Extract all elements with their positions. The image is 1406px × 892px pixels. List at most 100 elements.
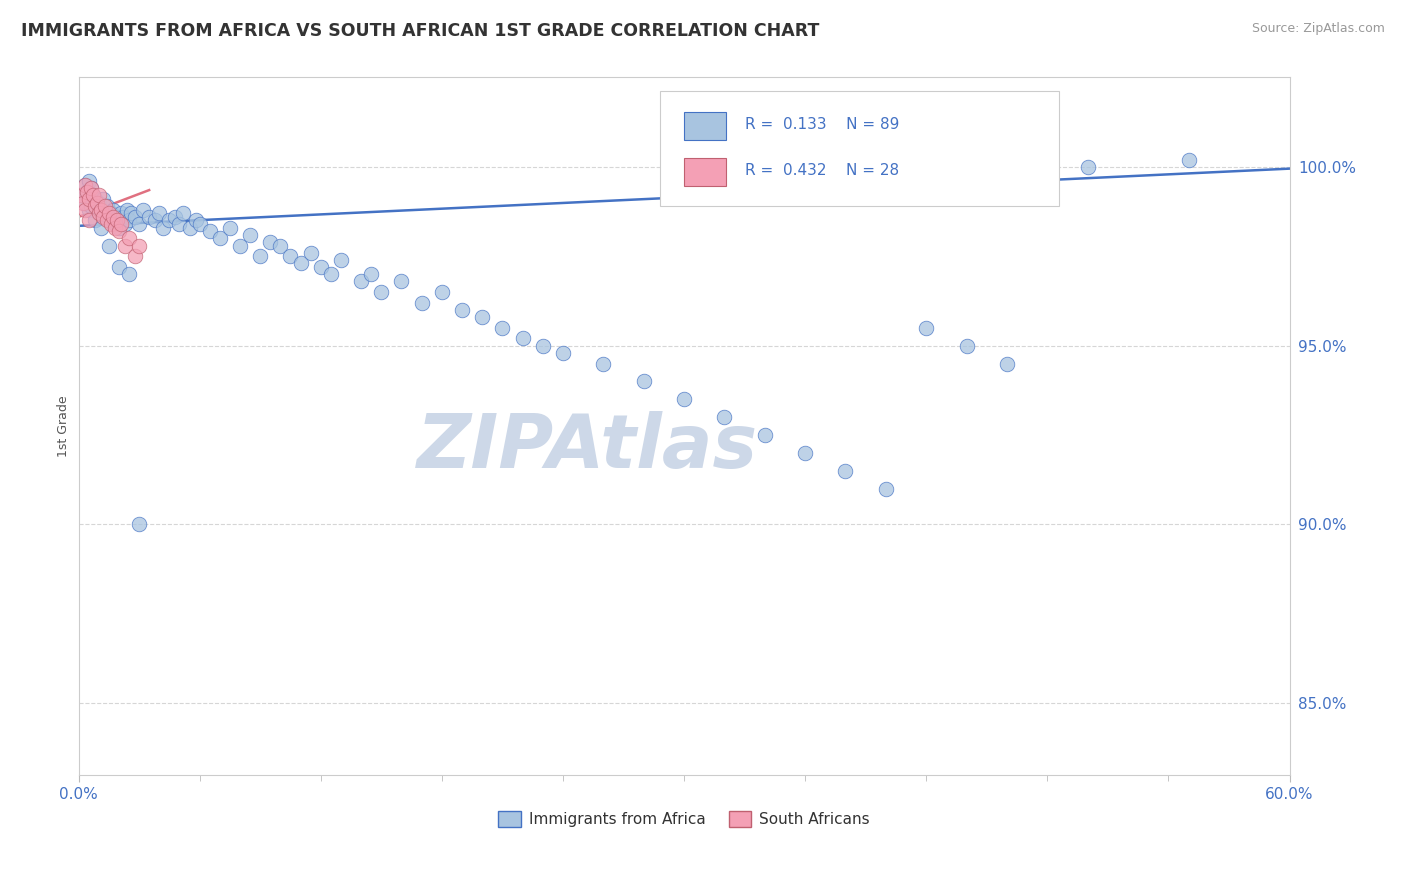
- Point: [83, 192, 105, 206]
- Point: [319, 267, 342, 281]
- Point: [120, 206, 142, 220]
- Point: [100, 206, 122, 220]
- Point: [172, 206, 194, 220]
- Point: [184, 213, 207, 227]
- Point: [108, 260, 131, 274]
- Point: [83, 199, 105, 213]
- Point: [118, 267, 141, 281]
- Point: [118, 213, 141, 227]
- Point: [91, 192, 114, 206]
- Point: [72, 188, 94, 202]
- Point: [101, 202, 124, 217]
- Point: [165, 210, 187, 224]
- Point: [391, 274, 413, 288]
- Point: [87, 206, 110, 220]
- Point: [672, 392, 695, 407]
- Point: [87, 188, 110, 202]
- Point: [100, 217, 122, 231]
- Point: [83, 213, 105, 227]
- Legend: Immigrants from Africa, South Africans: Immigrants from Africa, South Africans: [492, 805, 876, 833]
- Point: [69, 188, 91, 202]
- Point: [128, 217, 150, 231]
- Point: [82, 188, 104, 202]
- Text: ZIPAtlas: ZIPAtlas: [416, 410, 758, 483]
- Point: [208, 231, 231, 245]
- Text: Source: ZipAtlas.com: Source: ZipAtlas.com: [1251, 22, 1385, 36]
- Point: [118, 231, 141, 245]
- Point: [491, 320, 513, 334]
- Point: [198, 224, 221, 238]
- Point: [111, 210, 134, 224]
- Point: [1177, 153, 1199, 167]
- Point: [114, 217, 136, 231]
- Point: [430, 285, 453, 299]
- Point: [97, 206, 120, 220]
- Point: [551, 346, 574, 360]
- Point: [79, 181, 101, 195]
- Point: [94, 199, 117, 213]
- Point: [633, 375, 655, 389]
- Point: [105, 210, 128, 224]
- Point: [269, 238, 291, 252]
- Point: [592, 357, 614, 371]
- Point: [360, 267, 382, 281]
- Point: [90, 220, 112, 235]
- Point: [249, 249, 271, 263]
- Point: [219, 220, 242, 235]
- Point: [290, 256, 312, 270]
- Point: [128, 238, 150, 252]
- Point: [97, 238, 120, 252]
- Point: [179, 220, 201, 235]
- Point: [471, 310, 494, 324]
- Point: [329, 252, 352, 267]
- FancyBboxPatch shape: [659, 91, 1060, 206]
- Point: [90, 202, 112, 217]
- Text: R =  0.133    N = 89: R = 0.133 N = 89: [745, 117, 898, 132]
- Point: [79, 181, 101, 195]
- Point: [73, 202, 96, 217]
- Point: [754, 428, 776, 442]
- Point: [350, 274, 373, 288]
- Point: [531, 339, 554, 353]
- Point: [188, 217, 211, 231]
- Point: [834, 464, 856, 478]
- Point: [77, 192, 100, 206]
- Point: [105, 213, 128, 227]
- Point: [239, 227, 262, 242]
- Point: [875, 482, 897, 496]
- Point: [87, 195, 110, 210]
- Point: [101, 210, 124, 224]
- Point: [299, 245, 322, 260]
- Point: [108, 220, 131, 235]
- Point: [713, 410, 735, 425]
- Point: [229, 238, 252, 252]
- Point: [128, 517, 150, 532]
- Point: [138, 210, 160, 224]
- Point: [114, 238, 136, 252]
- Point: [96, 213, 118, 227]
- Point: [512, 331, 534, 345]
- Point: [955, 339, 977, 353]
- Point: [76, 185, 98, 199]
- Text: R =  0.432    N = 28: R = 0.432 N = 28: [745, 162, 898, 178]
- Point: [124, 249, 146, 263]
- Point: [143, 213, 166, 227]
- Point: [259, 235, 281, 249]
- Point: [995, 357, 1018, 371]
- Point: [73, 178, 96, 192]
- Point: [94, 210, 117, 224]
- Point: [132, 202, 155, 217]
- Point: [104, 217, 127, 231]
- Point: [451, 302, 474, 317]
- Point: [104, 220, 127, 235]
- Point: [148, 206, 170, 220]
- Point: [794, 446, 817, 460]
- Point: [77, 213, 100, 227]
- Point: [370, 285, 392, 299]
- Point: [77, 202, 100, 217]
- Point: [411, 295, 433, 310]
- Bar: [683, 158, 727, 186]
- Point: [110, 206, 132, 220]
- Point: [73, 178, 96, 192]
- Point: [280, 249, 302, 263]
